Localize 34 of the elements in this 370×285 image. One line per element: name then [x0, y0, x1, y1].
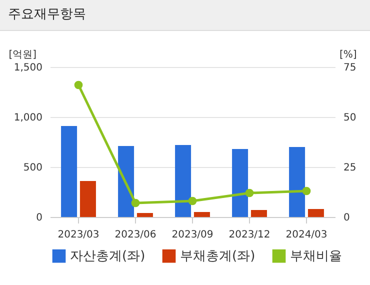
point — [245, 188, 254, 198]
bar — [175, 145, 192, 217]
y-tick-label: 1,500 — [14, 62, 42, 74]
chart-title: 주요재무항목 — [0, 0, 370, 31]
bar — [136, 213, 153, 217]
y2-tick-label: 25 — [344, 162, 356, 174]
legend-label: 부채총계(좌) — [180, 249, 256, 264]
bar — [118, 146, 134, 217]
legend-label: 자산총계(좌) — [70, 249, 146, 264]
x-tick-label: 2023/06 — [114, 230, 156, 240]
legend-label: 부채비율 — [290, 249, 342, 264]
bar — [194, 212, 210, 217]
bar — [232, 149, 248, 217]
bar — [250, 210, 267, 217]
x-tick-label: 2023/03 — [58, 230, 100, 240]
point — [188, 196, 197, 206]
point — [131, 198, 140, 208]
y2-tick-label: 50 — [344, 112, 356, 124]
point — [74, 80, 83, 90]
x-tick-label: 2024/03 — [286, 230, 328, 240]
bar — [80, 181, 96, 217]
x-tick-label: 2023/12 — [228, 230, 270, 240]
point — [302, 186, 311, 196]
y2-tick-label: 0 — [344, 212, 350, 224]
bar — [308, 209, 324, 217]
y2-axis-title: [%] — [340, 50, 357, 60]
y-tick-label: 500 — [23, 162, 42, 174]
y-tick-label: 0 — [36, 212, 42, 224]
y-tick-label: 1,000 — [14, 112, 42, 124]
bar — [61, 126, 78, 217]
bar — [289, 147, 306, 217]
x-tick-label: 2023/09 — [172, 230, 214, 240]
y-axis-title: [억원] — [8, 50, 37, 60]
y2-tick-label: 75 — [344, 62, 356, 74]
